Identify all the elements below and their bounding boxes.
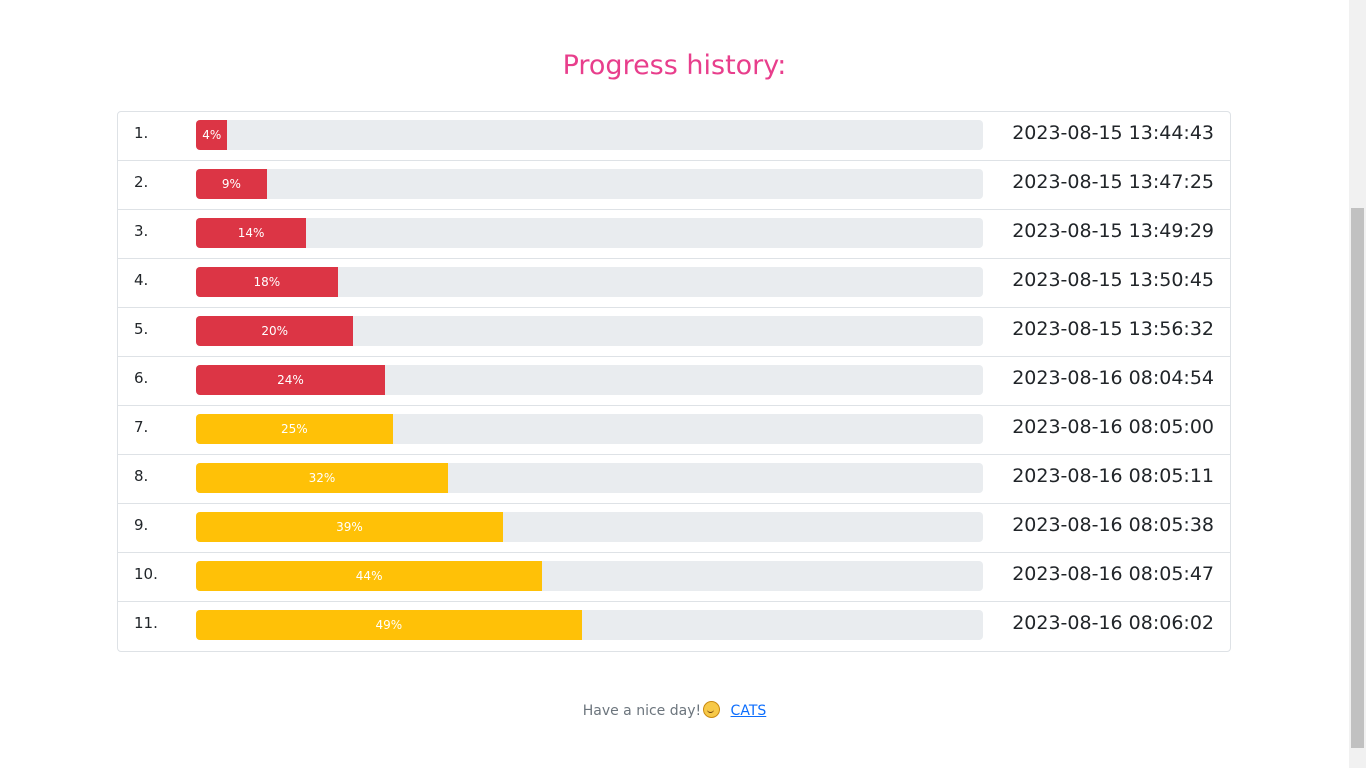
row-timestamp: 2023-08-15 13:44:43 <box>1012 122 1214 144</box>
footer-text: Have a nice day! <box>582 703 702 719</box>
progress-bar-fill: 39% <box>196 512 503 542</box>
row-index: 10. <box>134 565 158 583</box>
progress-row: 9. 39% 2023-08-16 08:05:38 <box>118 504 1230 553</box>
row-index: 9. <box>134 516 149 534</box>
progress-row: 10. 44% 2023-08-16 08:05:47 <box>118 553 1230 602</box>
row-timestamp: 2023-08-16 08:05:38 <box>1012 514 1214 536</box>
row-index: 3. <box>134 222 149 240</box>
progress-bar-track: 49% <box>196 610 983 640</box>
progress-bar-fill: 18% <box>196 267 338 297</box>
progress-row: 6. 24% 2023-08-16 08:04:54 <box>118 357 1230 406</box>
progress-bar-track: 32% <box>196 463 983 493</box>
row-index: 5. <box>134 320 149 338</box>
row-timestamp: 2023-08-15 13:50:45 <box>1012 269 1214 291</box>
row-index: 4. <box>134 271 149 289</box>
row-timestamp: 2023-08-16 08:05:47 <box>1012 563 1214 585</box>
progress-row: 5. 20% 2023-08-15 13:56:32 <box>118 308 1230 357</box>
row-index: 1. <box>134 124 149 142</box>
progress-row: 3. 14% 2023-08-15 13:49:29 <box>118 210 1230 259</box>
progress-row: 4. 18% 2023-08-15 13:50:45 <box>118 259 1230 308</box>
row-index: 11. <box>134 614 158 632</box>
row-timestamp: 2023-08-16 08:05:00 <box>1012 416 1214 438</box>
progress-row: 11. 49% 2023-08-16 08:06:02 <box>118 602 1230 651</box>
cats-link[interactable]: CATS <box>730 703 767 719</box>
row-index: 6. <box>134 369 149 387</box>
progress-bar-fill: 4% <box>196 120 228 150</box>
row-timestamp: 2023-08-15 13:47:25 <box>1012 171 1214 193</box>
progress-bar-fill: 44% <box>196 561 543 591</box>
row-timestamp: 2023-08-16 08:05:11 <box>1012 465 1214 487</box>
row-timestamp: 2023-08-15 13:56:32 <box>1012 318 1214 340</box>
progress-bar-track: 24% <box>196 365 983 395</box>
row-timestamp: 2023-08-16 08:04:54 <box>1012 367 1214 389</box>
progress-bar-fill: 32% <box>196 463 448 493</box>
progress-history-list: 1. 4% 2023-08-15 13:44:43 2. 9% 2023-08-15 13… <box>117 111 1231 652</box>
progress-bar-fill: 14% <box>196 218 307 248</box>
page-title: Progress history: <box>562 50 787 81</box>
row-index: 8. <box>134 467 149 485</box>
progress-bar-track: 18% <box>196 267 983 297</box>
footer: Have a nice day! CATS <box>0 701 1349 719</box>
progress-bar-track: 9% <box>196 169 983 199</box>
scrollbar-thumb[interactable] <box>1351 208 1364 748</box>
row-timestamp: 2023-08-16 08:06:02 <box>1012 612 1214 634</box>
progress-bar-fill: 9% <box>196 169 267 199</box>
progress-row: 7. 25% 2023-08-16 08:05:00 <box>118 406 1230 455</box>
progress-bar-track: 4% <box>196 120 983 150</box>
row-index: 2. <box>134 173 149 191</box>
row-timestamp: 2023-08-15 13:49:29 <box>1012 220 1214 242</box>
progress-bar-fill: 20% <box>196 316 354 346</box>
row-index: 7. <box>134 418 149 436</box>
progress-row: 2. 9% 2023-08-15 13:47:25 <box>118 161 1230 210</box>
progress-bar-track: 25% <box>196 414 983 444</box>
progress-bar-track: 14% <box>196 218 983 248</box>
progress-bar-track: 44% <box>196 561 983 591</box>
progress-bar-fill: 25% <box>196 414 393 444</box>
progress-row: 8. 32% 2023-08-16 08:05:11 <box>118 455 1230 504</box>
progress-bar-track: 20% <box>196 316 983 346</box>
progress-row: 1. 4% 2023-08-15 13:44:43 <box>118 112 1230 161</box>
progress-bar-fill: 24% <box>196 365 385 395</box>
smiling-face-icon <box>703 701 721 718</box>
progress-bar-track: 39% <box>196 512 983 542</box>
progress-bar-fill: 49% <box>196 610 582 640</box>
vertical-scrollbar[interactable] <box>1349 0 1366 768</box>
